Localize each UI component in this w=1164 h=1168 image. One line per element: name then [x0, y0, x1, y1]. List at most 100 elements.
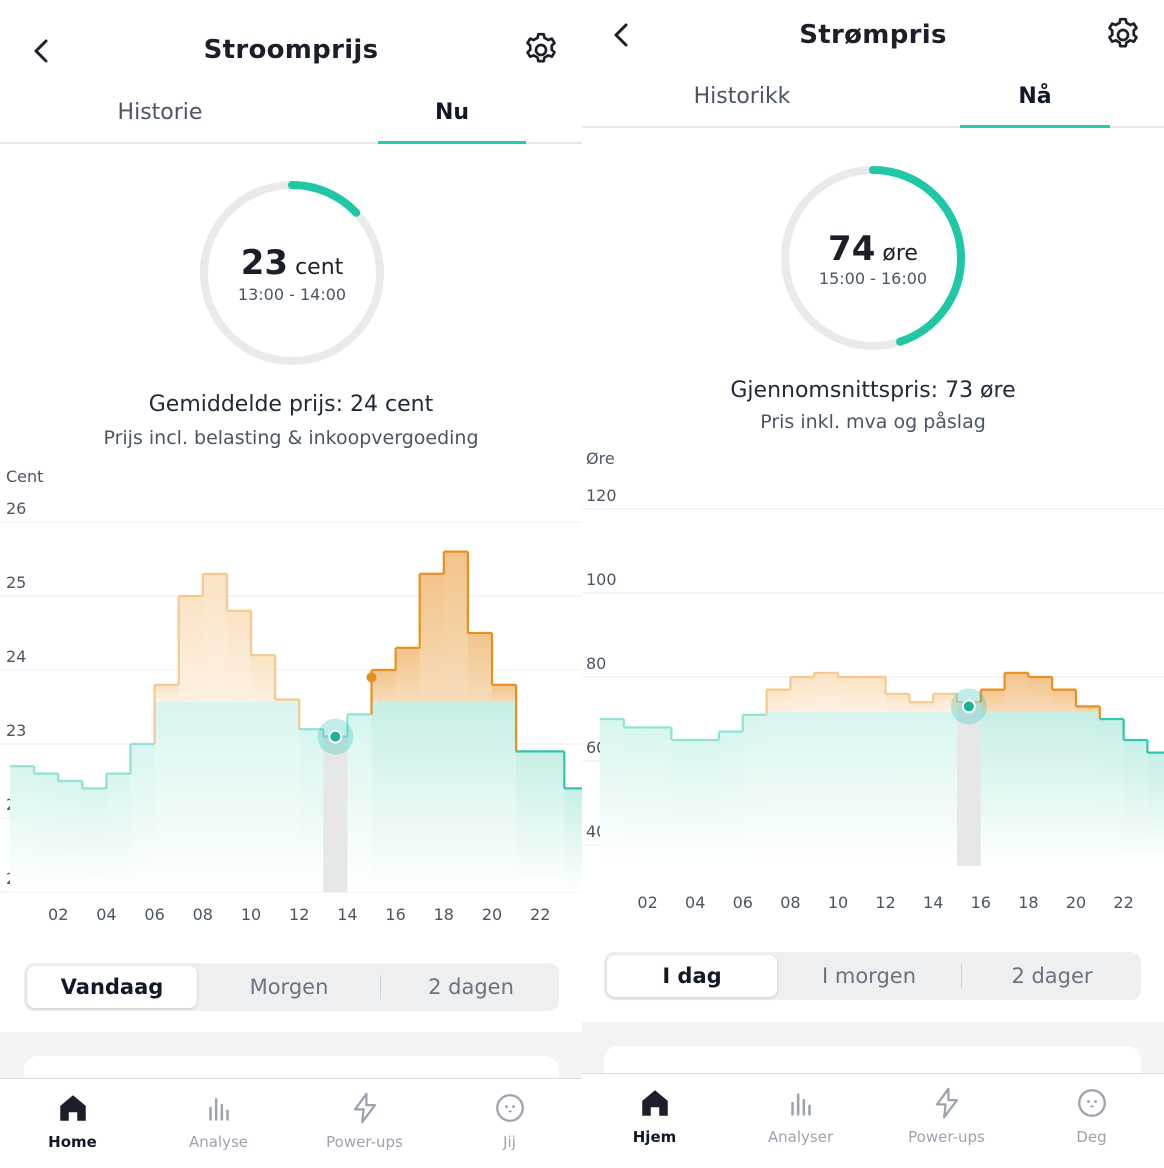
x-tick-label: 18: [434, 905, 454, 924]
y-tick-label: 26: [6, 499, 26, 518]
area-segment: [251, 655, 276, 702]
area-segment: [467, 633, 493, 702]
area-segment: [492, 684, 517, 702]
area-segment: [885, 693, 910, 712]
area-segment: [275, 699, 300, 702]
area-segment: [443, 551, 469, 702]
x-tick-label: 04: [685, 893, 705, 912]
area-segment: [299, 729, 324, 892]
area-segment: [980, 689, 1006, 712]
area-segment: [861, 712, 887, 866]
segment-today[interactable]: Vandaag: [27, 966, 197, 1008]
area-segment: [1147, 752, 1164, 866]
x-tick-label: 08: [193, 905, 213, 924]
nav-analyser[interactable]: Analyser: [728, 1086, 873, 1146]
lightning-icon: [353, 1092, 376, 1124]
area-segment: [202, 573, 228, 702]
area-segment: [885, 712, 910, 866]
area-segment: [419, 702, 445, 892]
x-tick-label: 18: [1018, 893, 1038, 912]
average-price: Gjennomsnittspris: 73 øre: [730, 378, 1016, 403]
segment-today[interactable]: I dag: [607, 955, 777, 997]
screen-strompris: Strømpris Historikk Nå 74 øre 15:00 - 16…: [582, 0, 1164, 1168]
area-segment: [766, 689, 791, 712]
area-segment: [790, 712, 815, 866]
current-marker: [961, 699, 976, 714]
area-segment: [838, 677, 863, 712]
area-segment: [1052, 712, 1077, 866]
bottom-nav: Home Analyse Power-ups Jij: [0, 1078, 582, 1168]
area-segment: [933, 693, 958, 712]
area-segment: [540, 751, 565, 892]
nav-home[interactable]: Hjem: [582, 1086, 727, 1146]
current-time-range: 15:00 - 16:00: [818, 269, 928, 288]
area-segment: [34, 773, 59, 892]
tab-nu[interactable]: Nu: [434, 100, 470, 125]
tab-na[interactable]: Nå: [1018, 84, 1052, 109]
nav-profile[interactable]: Jij: [437, 1091, 582, 1151]
area-segment: [395, 702, 421, 892]
price-chart[interactable]: Cent2625242322210204060810121416182022: [0, 460, 582, 940]
bottom-nav: Hjem Analyser Power-ups Deg: [582, 1073, 1164, 1168]
nav-power-ups[interactable]: Power-ups: [292, 1091, 437, 1151]
segment-tomorrow[interactable]: I morgen: [822, 964, 916, 988]
gear-icon[interactable]: [521, 30, 561, 70]
y-axis-title: Øre: [586, 449, 615, 468]
y-tick-label: 80: [586, 654, 606, 673]
area-segment: [980, 712, 1006, 866]
gear-icon[interactable]: [1103, 15, 1143, 55]
segment-tomorrow[interactable]: Morgen: [249, 975, 329, 999]
segment-two-days[interactable]: 2 dager: [1011, 964, 1093, 988]
x-tick-label: 22: [1113, 893, 1133, 912]
area-segment: [275, 702, 300, 892]
area-segment: [671, 740, 696, 866]
area-segment: [861, 677, 887, 712]
price-ring: [781, 166, 965, 350]
nav-profile[interactable]: Deg: [1019, 1086, 1164, 1146]
tab-indicator: [378, 141, 526, 144]
area-segment: [516, 751, 541, 892]
area-segment: [1028, 712, 1053, 866]
tab-indicator: [960, 125, 1110, 128]
lightning-icon: [935, 1087, 958, 1119]
back-arrow-icon[interactable]: [610, 22, 634, 48]
nav-power-ups[interactable]: Power-ups: [874, 1086, 1019, 1146]
back-arrow-icon[interactable]: [30, 38, 54, 64]
area-segment: [226, 610, 252, 702]
area-segment: [82, 788, 107, 892]
current-price: 74 øre: [828, 229, 918, 269]
area-segment: [1076, 712, 1101, 866]
area-segment: [933, 712, 958, 866]
current-price: 23 cent: [240, 243, 344, 283]
nav-analyse[interactable]: Analyse: [146, 1091, 291, 1151]
y-tick-label: 25: [6, 573, 26, 592]
area-segment: [251, 702, 276, 892]
segment-two-days[interactable]: 2 dagen: [428, 975, 514, 999]
nav-home[interactable]: Home: [0, 1091, 145, 1151]
area-segment: [58, 781, 83, 892]
tab-divider: [582, 126, 1164, 128]
x-tick-label: 04: [96, 905, 116, 924]
x-tick-label: 08: [780, 893, 800, 912]
price-note: Prijs incl. belasting & inkoopvergoeding: [103, 427, 479, 449]
area-segment: [419, 573, 445, 702]
price-ring-progress: [781, 166, 965, 350]
tab-historie[interactable]: Historie: [117, 100, 203, 125]
area-segment: [178, 702, 204, 892]
x-tick-label: 06: [144, 905, 164, 924]
area-segment: [371, 702, 397, 892]
x-tick-label: 14: [337, 905, 357, 924]
tomorrow-start-marker: [366, 672, 377, 683]
x-tick-label: 02: [48, 905, 68, 924]
tab-historikk[interactable]: Historikk: [693, 84, 791, 109]
home-icon: [59, 1095, 86, 1121]
x-tick-label: 16: [971, 893, 991, 912]
area-segment: [814, 712, 839, 866]
area-segment: [154, 702, 180, 892]
area-segment: [226, 702, 252, 892]
area-segment: [742, 714, 768, 866]
area-segment: [909, 712, 934, 866]
area-segment: [1028, 677, 1053, 712]
tab-divider: [0, 142, 582, 144]
